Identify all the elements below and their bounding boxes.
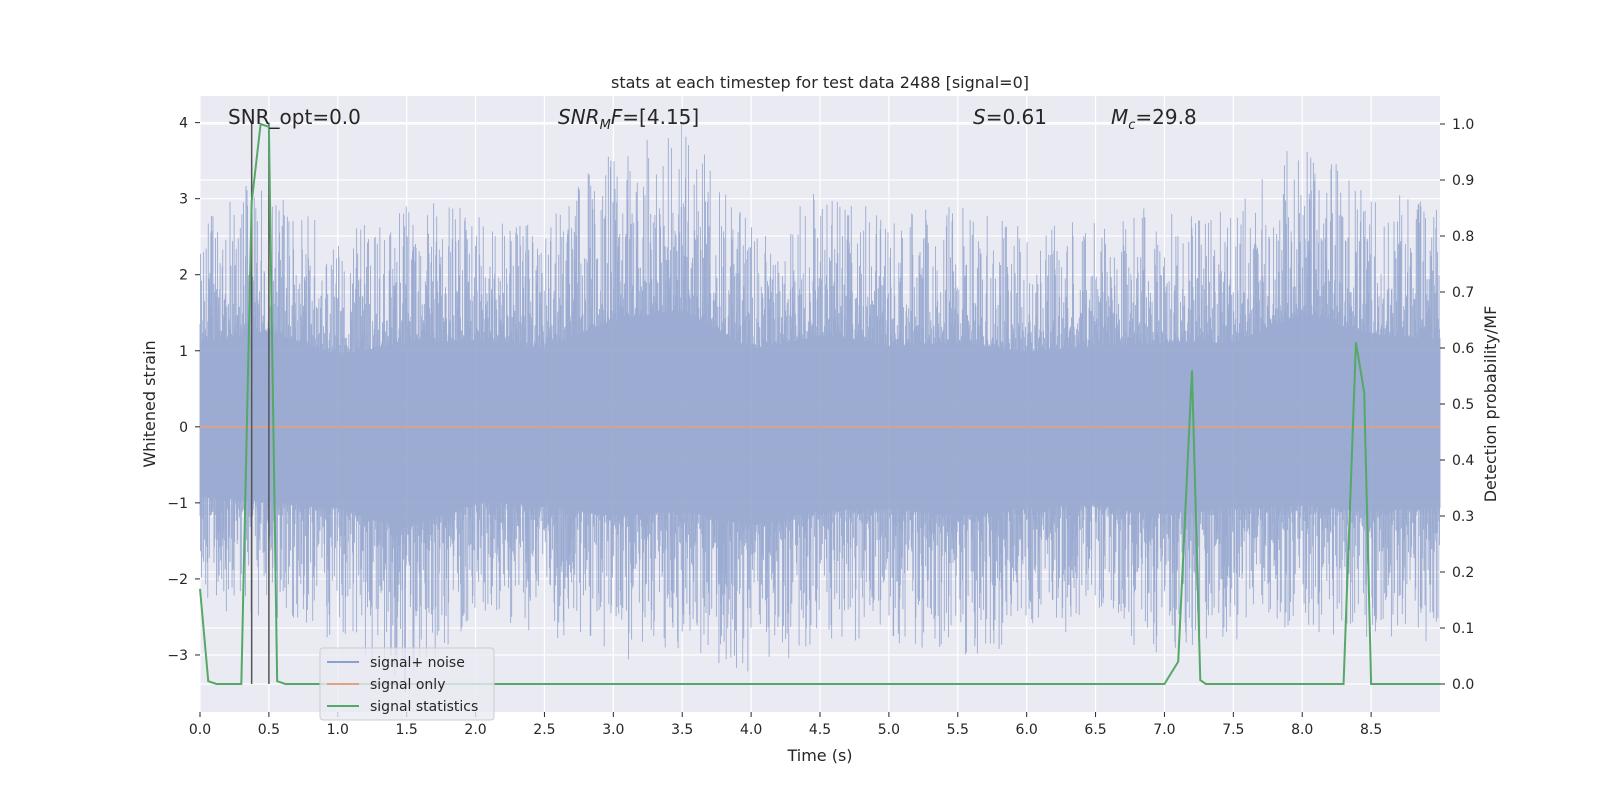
annotation-s: S=0.61 (973, 105, 1047, 129)
y-tick-label-left: −3 (167, 648, 188, 664)
y-tick-label-right: 0.0 (1452, 677, 1474, 693)
x-tick-label: 5.5 (947, 722, 969, 738)
x-tick-label: 4.5 (809, 722, 831, 738)
y-tick-label-left: 4 (179, 116, 188, 132)
noise-series (199, 122, 1441, 693)
annotation-mc: Mc=29.8 (1111, 105, 1197, 133)
x-tick-label: 8.5 (1360, 722, 1382, 738)
annotation-mc-value: =29.8 (1135, 105, 1196, 129)
y-tick-label-right: 0.2 (1452, 565, 1474, 581)
x-tick-label: 3.0 (602, 722, 624, 738)
y-axis-label-right: Detection probability/MF (1481, 306, 1500, 503)
y-tick-label-right: 0.4 (1452, 453, 1474, 469)
legend-label-statistics: signal statistics (370, 699, 478, 715)
svg-text:Mc=29.8: Mc=29.8 (1111, 105, 1197, 133)
y-tick-label-right: 0.1 (1452, 621, 1474, 637)
y-axis-label-left: Whitened strain (140, 340, 159, 467)
y-tick-label-right: 0.8 (1452, 229, 1474, 245)
x-tick-label: 7.5 (1222, 722, 1244, 738)
x-tick-label: 3.5 (671, 722, 693, 738)
legend-label-noise: signal+ noise (370, 655, 465, 671)
y-tick-label-right: 0.3 (1452, 509, 1474, 525)
y-ticks-left: −3 −2 −1 0 1 2 3 4 (167, 116, 200, 664)
annotation-snr-mf-value: =[4.15] (622, 105, 699, 129)
x-tick-label: 5.0 (878, 722, 900, 738)
x-tick-label: 7.0 (1153, 722, 1175, 738)
x-tick-label: 8.0 (1291, 722, 1313, 738)
chart-title: stats at each timestep for test data 248… (611, 73, 1029, 92)
y-tick-label-right: 0.5 (1452, 397, 1474, 413)
legend-box (319, 647, 495, 721)
x-tick-label: 2.5 (533, 722, 555, 738)
x-tick-label: 2.0 (464, 722, 486, 738)
y-tick-label-left: 3 (179, 192, 188, 208)
y-tick-label-left: 1 (179, 344, 188, 360)
legend: signal+ noise signal only signal statist… (319, 647, 495, 721)
y-tick-label-right: 0.6 (1452, 341, 1474, 357)
x-tick-label: 6.0 (1016, 722, 1038, 738)
y-tick-label-right: 1.0 (1452, 117, 1474, 133)
x-axis-label: Time (s) (786, 746, 852, 765)
y-tick-label-right: 0.7 (1452, 285, 1474, 301)
legend-label-signal-only: signal only (370, 677, 445, 693)
signal-statistics-line (199, 122, 1440, 685)
annotation-snr-opt: SNR_opt=0.0 (228, 105, 361, 129)
x-tick-label: 6.5 (1084, 722, 1106, 738)
x-tick-label: 1.5 (396, 722, 418, 738)
svg-text:S=0.61: S=0.61 (973, 105, 1047, 129)
svg-text:SNRMF=[4.15]: SNRMF=[4.15] (558, 105, 699, 133)
y-tick-label-left: 2 (179, 268, 188, 284)
noise-strokes (199, 122, 1441, 693)
x-ticks: 0.0 0.5 1.0 1.5 2.0 2.5 3.0 3.5 4.0 4.5 5.0 5.5 6.0 6… (189, 712, 1382, 738)
x-tick-label: 0.0 (189, 722, 211, 738)
y-tick-label-right: 0.9 (1452, 173, 1474, 189)
x-tick-label: 4.0 (740, 722, 762, 738)
y-tick-label-left: 0 (179, 420, 188, 436)
x-tick-label: 1.0 (327, 722, 349, 738)
y-tick-label-left: −2 (167, 572, 188, 588)
x-tick-label: 0.5 (258, 722, 280, 738)
annotation-snr-mf: SNRMF=[4.15] (558, 105, 699, 133)
y-tick-label-left: −1 (167, 496, 188, 512)
y-ticks-right: 0.0 0.1 0.2 0.3 0.4 0.5 0.6 0.7 0.8 0.9 1.0 (1440, 117, 1474, 693)
annotation-s-value: =0.61 (986, 105, 1047, 129)
